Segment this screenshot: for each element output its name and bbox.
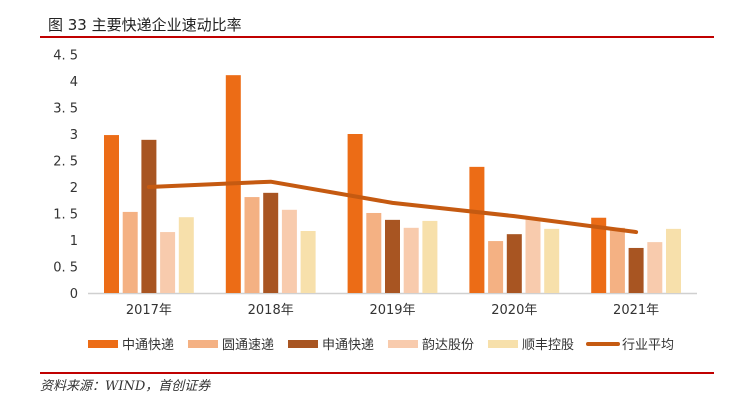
bar-圆通速递-2021年 (609, 227, 625, 293)
y-tick-label: 3. 5 (53, 102, 78, 117)
legend-label: 顺丰控股 (522, 338, 574, 353)
line-行业平均 (146, 179, 639, 235)
bar-韵达股份-2021年 (647, 242, 663, 293)
bar-韵达股份-2018年 (281, 209, 297, 293)
source-note: 资料来源：WIND，首创证券 (40, 379, 211, 394)
bar-圆通速递-2017年 (122, 211, 138, 293)
y-tick-label: 1 (70, 234, 78, 249)
bar-圆通速递-2018年 (244, 197, 260, 293)
bar-韵达股份-2019年 (403, 227, 419, 293)
y-tick-label: 1. 5 (53, 208, 78, 223)
bar-申通快递-2021年 (628, 247, 644, 293)
bar-申通快递-2020年 (506, 234, 522, 293)
legend-swatch (88, 340, 118, 348)
bar-中通快递-2021年 (591, 217, 607, 293)
legend-label: 中通快递 (122, 338, 174, 353)
y-tick-label: 2 (70, 181, 78, 196)
y-tick-label: 2. 5 (53, 155, 78, 170)
bar-申通快递-2017年 (141, 139, 157, 293)
bar-顺丰控股-2021年 (666, 228, 681, 293)
bar-韵达股份-2017年 (160, 232, 176, 293)
y-tick-label: 0 (70, 287, 78, 302)
bar-顺丰控股-2019年 (422, 220, 438, 293)
figure-title: 图 33 主要快递企业速动比率 (48, 16, 242, 34)
x-tick-label: 2019年 (369, 303, 415, 318)
bar-中通快递-2019年 (347, 134, 363, 293)
legend-label: 行业平均 (622, 338, 674, 353)
legend-swatch (388, 340, 418, 348)
source-rule (40, 372, 714, 374)
bar-顺丰控股-2017年 (178, 217, 194, 293)
legend-swatch (288, 340, 318, 348)
bar-中通快递-2017年 (104, 135, 119, 293)
bar-圆通速递-2020年 (488, 241, 504, 293)
bar-顺丰控股-2020年 (544, 228, 560, 293)
y-tick-label: 3 (70, 128, 78, 143)
legend-label: 申通快递 (322, 338, 374, 353)
legend-label: 圆通速递 (222, 338, 274, 353)
y-tick-label: 0. 5 (53, 261, 78, 276)
x-tick-label: 2020年 (491, 303, 537, 318)
y-tick-label: 4 (70, 75, 78, 90)
legend-swatch (188, 340, 218, 348)
x-tick-label: 2017年 (126, 303, 172, 318)
x-tick-label: 2021年 (613, 303, 659, 318)
legend-label: 韵达股份 (422, 338, 474, 353)
bar-顺丰控股-2018年 (300, 230, 316, 293)
y-tick-label: 4. 5 (53, 49, 78, 64)
bar-圆通速递-2019年 (366, 212, 382, 293)
title-rule (40, 36, 714, 38)
bar-中通快递-2020年 (469, 166, 485, 293)
legend-swatch (488, 340, 518, 348)
bar-韵达股份-2020年 (525, 217, 541, 293)
bar-申通快递-2019年 (385, 219, 400, 293)
x-tick-label: 2018年 (248, 303, 294, 318)
bar-申通快递-2018年 (263, 192, 279, 293)
